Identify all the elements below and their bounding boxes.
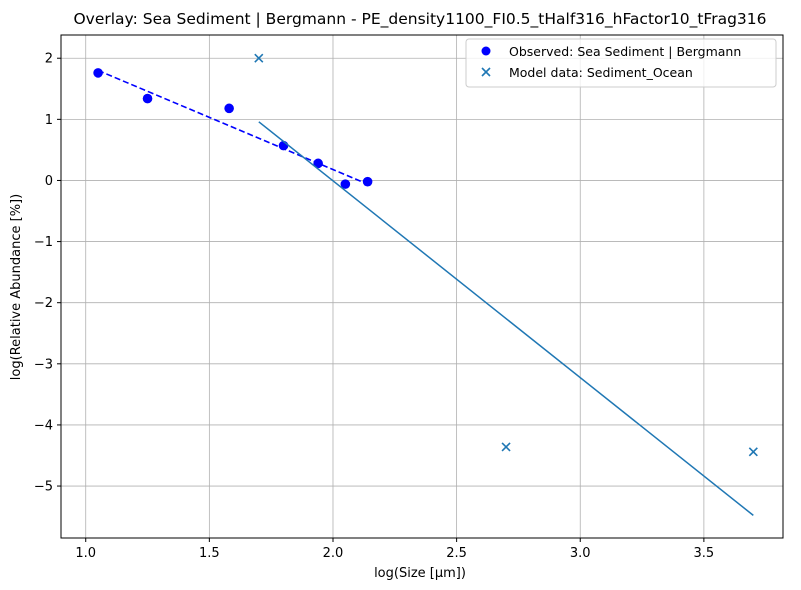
x-tick-label: 2.5 <box>446 546 467 561</box>
x-tick-label: 2.0 <box>323 546 344 561</box>
model-point-stroke <box>748 447 758 457</box>
observed-point <box>362 176 373 187</box>
model-point <box>748 447 758 457</box>
y-tick-label: −1 <box>34 235 53 250</box>
x-axis-label: log(Size [µm]) <box>374 566 466 581</box>
x-tick-label: 3.0 <box>570 546 591 561</box>
observed-fit-line <box>97 69 368 185</box>
y-tick-label: 2 <box>45 52 53 67</box>
legend-model-label: Model data: Sediment_Ocean <box>509 65 693 80</box>
plot-frame <box>60 34 784 539</box>
model-point-stroke <box>501 442 511 452</box>
x-tick-label: 3.5 <box>694 546 715 561</box>
axis-ticks: 1.0 1.5 2.0 2.5 3.0 3.5 2 1 0 −1 −2 −3 −4 −5 <box>34 52 714 561</box>
model-fit-line <box>258 121 754 516</box>
legend-model-marker <box>481 67 491 77</box>
y-axis-label: log(Relative Abundance [%]) <box>9 194 24 380</box>
observed-point <box>142 93 153 104</box>
y-tick-label: 0 <box>45 174 53 189</box>
y-tick-label: −4 <box>34 418 53 433</box>
observed-point <box>224 103 234 114</box>
y-tick-label: 1 <box>45 113 53 128</box>
y-tick-label: −5 <box>34 480 53 495</box>
plot-data <box>93 53 758 516</box>
model-point <box>501 442 511 452</box>
legend: Observed: Sea Sediment | Bergmann Model … <box>465 38 777 88</box>
x-tick-label: 1.5 <box>199 546 220 561</box>
observed-point <box>340 179 351 189</box>
grid <box>61 35 783 538</box>
chart-title: Overlay: Sea Sediment | Bergmann - PE_de… <box>73 10 766 29</box>
y-tick-label: −3 <box>34 357 53 372</box>
y-tick-label: −2 <box>34 296 53 311</box>
model-point-stroke <box>254 53 264 63</box>
observed-point <box>93 68 103 78</box>
legend-box <box>465 38 777 88</box>
model-point <box>254 53 264 63</box>
legend-observed-marker <box>481 46 491 56</box>
legend-observed-label: Observed: Sea Sediment | Bergmann <box>509 44 741 59</box>
x-tick-label: 1.0 <box>75 546 96 561</box>
